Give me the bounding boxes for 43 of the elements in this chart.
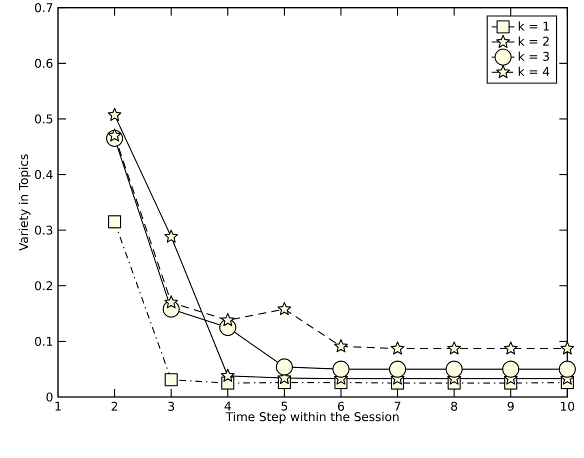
x-tick-label: 4 [224, 402, 231, 410]
y-tick-label: 0.1 [35, 336, 52, 346]
point [558, 360, 576, 378]
point [164, 295, 178, 308]
y-tick-label: 0.5 [35, 114, 52, 124]
y-tick-label: 0.4 [35, 170, 53, 180]
point [276, 358, 293, 376]
y-tick-label: 0 [46, 392, 52, 402]
point [164, 373, 178, 386]
point [390, 341, 404, 355]
x-tick-label: 9 [508, 402, 514, 411]
x-tick-label: 5 [281, 402, 288, 411]
point [220, 368, 235, 382]
x-tick-label: 2 [112, 402, 118, 411]
x-tick-label: 10 [561, 402, 574, 411]
point [447, 341, 462, 355]
point [108, 215, 122, 228]
point [164, 230, 178, 243]
point [220, 313, 235, 326]
y-axis-title: Variety in Topics [18, 154, 30, 251]
point [446, 360, 463, 378]
y-tick-label: 0.2 [35, 281, 52, 290]
x-tick-label: 6 [338, 402, 344, 411]
x-axis-title: Time Step within the Session [226, 412, 399, 424]
x-tick-label: 7 [394, 402, 400, 410]
point [560, 341, 574, 355]
point [389, 360, 406, 378]
point [502, 360, 520, 378]
legend-label: k = 1 [518, 21, 549, 30]
point [332, 360, 350, 378]
legend-label: k = 4 [518, 66, 550, 76]
y-tick-label: 0.3 [35, 226, 52, 235]
point [504, 341, 518, 355]
x-tick-label: 8 [451, 402, 458, 411]
legend-label: k = 3 [518, 52, 549, 61]
x-tick-label: 3 [168, 402, 174, 411]
y-tick-label: 0.6 [35, 58, 53, 68]
point [277, 302, 292, 316]
x-tick-label: 1 [56, 402, 61, 410]
y-tick-label: 0.7 [35, 3, 52, 12]
legend-label: k = 2 [518, 36, 549, 46]
point [334, 339, 348, 352]
point [108, 108, 122, 121]
